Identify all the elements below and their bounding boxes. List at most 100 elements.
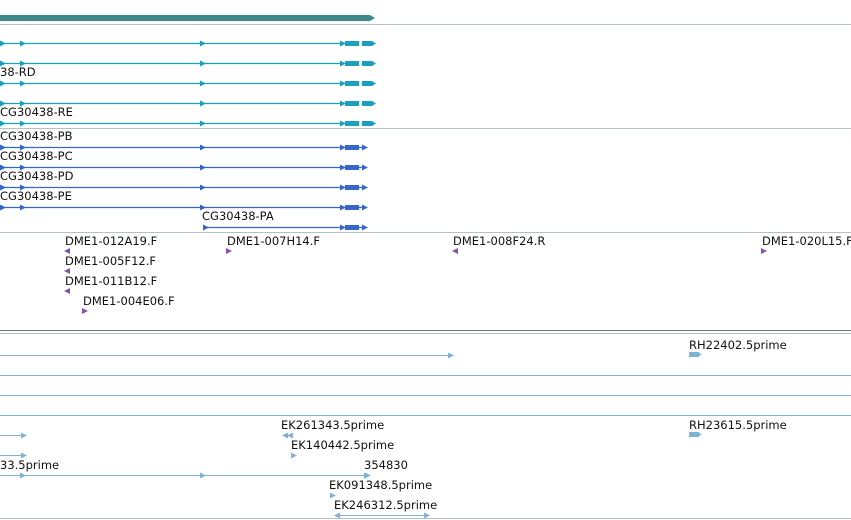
strand-arrow-icon bbox=[362, 144, 368, 151]
est-label: RH22402.5prime bbox=[689, 338, 787, 352]
est-label: 354830 bbox=[364, 458, 408, 472]
exon-block[interactable] bbox=[345, 225, 359, 230]
strand-arrow-icon bbox=[226, 248, 232, 254]
exon-block[interactable] bbox=[345, 205, 359, 210]
strand-arrow-icon bbox=[200, 472, 206, 479]
strand-arrow-icon bbox=[340, 120, 346, 127]
primer-feature[interactable]: DME1-020L15.F bbox=[761, 234, 851, 254]
strand-arrow-icon bbox=[64, 248, 70, 254]
primer-label: DME1-020L15.F bbox=[762, 234, 851, 248]
exon-block[interactable] bbox=[345, 145, 359, 150]
strand-arrow-icon bbox=[200, 184, 206, 191]
exon-block[interactable] bbox=[362, 101, 376, 106]
strand-arrow-icon bbox=[340, 164, 346, 171]
gene-feature[interactable] bbox=[0, 15, 375, 21]
primer-feature[interactable]: DME1-004E06.F bbox=[82, 294, 175, 314]
strand-arrow-icon bbox=[21, 452, 27, 459]
exon-block[interactable] bbox=[345, 41, 359, 46]
est-label: RH23615.5prime bbox=[689, 418, 787, 432]
strand-arrow-icon bbox=[287, 432, 293, 439]
strand-arrow-icon bbox=[20, 80, 26, 87]
primer-feature[interactable]: DME1-008F24.R bbox=[452, 234, 545, 254]
exon-block[interactable] bbox=[362, 81, 376, 86]
transcript-track-p: CG30438-PB CG30438-PC CG30438-PD CG30438-PE… bbox=[0, 129, 368, 231]
transcript-p[interactable]: CG30438-PE bbox=[0, 189, 368, 211]
transcript-r[interactable]: 38-RD bbox=[0, 65, 376, 87]
strand-arrow-icon bbox=[82, 308, 88, 314]
strand-arrow-icon bbox=[340, 204, 346, 211]
transcript-p[interactable]: CG30438-PC bbox=[0, 149, 368, 171]
transcript-r[interactable] bbox=[0, 40, 376, 47]
transcript-r[interactable]: CG30438-RE bbox=[0, 105, 376, 127]
strand-arrow-icon bbox=[448, 352, 454, 359]
est-feature[interactable]: EK091348.5prime bbox=[329, 478, 432, 492]
exon-block[interactable] bbox=[345, 81, 359, 86]
est-block[interactable] bbox=[689, 432, 699, 437]
primer-feature[interactable]: DME1-007H14.F bbox=[226, 234, 320, 254]
est-label: EK140442.5prime bbox=[291, 438, 394, 452]
transcript-p[interactable]: CG30438-PA bbox=[202, 209, 368, 231]
primer-label: DME1-011B12.F bbox=[65, 274, 157, 288]
strand-arrow-icon bbox=[200, 100, 206, 107]
strand-arrow-icon bbox=[0, 204, 6, 211]
exon-block[interactable] bbox=[345, 165, 359, 170]
strand-arrow-icon bbox=[20, 40, 26, 47]
primer-label: DME1-004E06.F bbox=[83, 294, 175, 308]
strand-arrow-icon bbox=[20, 164, 26, 171]
est-feature[interactable]: EK246312.5prime bbox=[334, 498, 437, 512]
exon-block[interactable] bbox=[345, 121, 359, 126]
transcript-r[interactable] bbox=[0, 100, 376, 107]
transcript-label: CG30438-PD bbox=[0, 169, 74, 183]
primer-feature[interactable]: DME1-005F12.F bbox=[64, 254, 156, 274]
gene-bar[interactable] bbox=[0, 15, 375, 21]
strand-arrow-icon bbox=[0, 184, 6, 191]
strand-arrow-icon bbox=[424, 512, 430, 519]
exon-block[interactable] bbox=[362, 41, 376, 46]
strand-arrow-icon bbox=[200, 80, 206, 87]
transcript-p[interactable]: CG30438-PD bbox=[0, 169, 368, 191]
primer-label: DME1-012A19.F bbox=[65, 234, 157, 248]
strand-arrow-icon bbox=[200, 60, 206, 67]
strand-arrow-icon bbox=[200, 40, 206, 47]
est-feature[interactable]: EK140442.5prime bbox=[291, 438, 394, 452]
strand-arrow-icon bbox=[340, 144, 346, 151]
transcript-p[interactable]: CG30438-PB bbox=[0, 129, 368, 151]
primer-feature[interactable]: DME1-012A19.F bbox=[64, 234, 157, 254]
strand-arrow-icon bbox=[340, 100, 346, 107]
strand-arrow-icon bbox=[20, 144, 26, 151]
transcript-label: 38-RD bbox=[0, 65, 36, 79]
transcript-label: CG30438-RE bbox=[0, 105, 73, 119]
strand-arrow-icon bbox=[362, 164, 368, 171]
strand-arrow-icon bbox=[203, 224, 209, 231]
exon-block[interactable] bbox=[345, 101, 359, 106]
strand-arrow-icon bbox=[64, 288, 70, 294]
strand-arrow-icon bbox=[362, 204, 368, 211]
est-feature[interactable]: RH22402.5prime bbox=[689, 338, 787, 352]
primer-label: DME1-005F12.F bbox=[65, 254, 156, 268]
strand-arrow-icon bbox=[20, 204, 26, 211]
primer-feature[interactable]: DME1-011B12.F bbox=[64, 274, 157, 294]
est-feature[interactable]: RH23615.5prime bbox=[689, 418, 787, 432]
exon-block[interactable] bbox=[345, 61, 359, 66]
est-feature[interactable]: 33.5prime bbox=[0, 458, 59, 472]
exon-block[interactable] bbox=[362, 121, 376, 126]
strand-arrow-icon bbox=[0, 144, 6, 151]
strand-arrow-icon bbox=[20, 120, 26, 127]
strand-arrow-icon bbox=[452, 248, 458, 254]
exon-block[interactable] bbox=[345, 185, 359, 190]
transcript-r[interactable] bbox=[0, 60, 376, 67]
strand-arrow-icon bbox=[0, 60, 6, 67]
est-feature[interactable]: 354830 bbox=[364, 458, 408, 472]
est-feature[interactable]: EK261343.5prime bbox=[281, 418, 384, 432]
strand-arrow-icon bbox=[365, 472, 371, 479]
est-label: EK091348.5prime bbox=[329, 478, 432, 492]
strand-arrow-icon bbox=[291, 452, 297, 459]
strand-arrow-icon bbox=[20, 60, 26, 67]
est-block[interactable] bbox=[689, 352, 699, 357]
transcript-track-r: 38-RD CG30438-RE bbox=[0, 40, 376, 127]
strand-arrow-icon bbox=[330, 492, 336, 499]
strand-arrow-icon bbox=[200, 164, 206, 171]
strand-arrow-icon bbox=[282, 432, 288, 439]
exon-block[interactable] bbox=[362, 61, 376, 66]
